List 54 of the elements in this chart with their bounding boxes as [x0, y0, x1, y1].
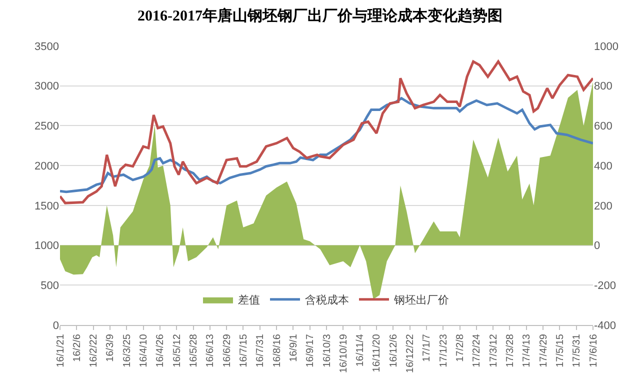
y2-tick-label: 400 [594, 160, 612, 172]
x-tick-label: 17/4/29 [538, 334, 550, 368]
x-tick-label: 16/12/22 [405, 334, 416, 373]
chart-title: 2016-2017年唐山钢坯钢厂出厂价与理论成本变化趋势图 [138, 6, 502, 24]
y2-tick-label: 1000 [594, 40, 618, 53]
x-tick-label: 17/3/12 [488, 334, 500, 368]
y-tick-label: 500 [40, 280, 59, 292]
x-tick-label: 16/9/1 [288, 334, 300, 362]
x-tick-label: 17/2/8 [455, 334, 466, 362]
x-tick-label: 17/5/31 [572, 334, 583, 368]
x-tick-label: 16/4/26 [155, 334, 166, 368]
x-tick-label: 16/6/29 [222, 334, 233, 368]
legend-label: 差值 [238, 294, 260, 307]
x-tick-label: 16/5/12 [172, 334, 183, 368]
x-tick-label: 17/5/15 [554, 334, 566, 368]
y2-tick-label: 0 [594, 240, 600, 252]
x-tick-label: 17/4/13 [522, 334, 533, 368]
legend-label: 含税成本 [305, 294, 349, 307]
x-tick-label: 16/3/9 [105, 334, 116, 362]
y2-tick-label: -200 [594, 280, 616, 292]
x-tick-label: 16/5/28 [188, 334, 200, 368]
legend-label: 钢坯出厂价 [393, 294, 449, 307]
y2-tick-label: 600 [594, 120, 612, 133]
x-tick-label: 17/1/23 [438, 334, 450, 368]
y2-tick-label: 800 [594, 80, 612, 93]
y-tick-label: 0 [52, 320, 59, 332]
y-tick-label: 1500 [34, 200, 59, 212]
x-tick-label: 16/2/6 [72, 334, 83, 362]
x-tick-label: 16/8/16 [272, 334, 283, 368]
line-series [60, 60, 593, 204]
y2-tick-label: 200 [594, 200, 612, 212]
x-tick-label: 16/7/15 [238, 334, 250, 368]
x-tick-label: 16/2/22 [88, 334, 100, 368]
x-tick-label: 17/6/16 [588, 334, 600, 368]
x-tick-label: 16/11/4 [355, 334, 366, 367]
x-tick-label: 16/9/17 [305, 334, 316, 368]
y-tick-label: 2000 [34, 160, 59, 172]
x-tick-label: 16/11/20 [372, 334, 383, 372]
x-tick-label: 16/1/21 [55, 334, 66, 368]
x-tick-label: 17/3/28 [504, 334, 516, 368]
x-tick-label: 16/10/3 [322, 334, 333, 368]
x-tick-label: 16/6/13 [205, 334, 216, 368]
y2-tick-label: -400 [594, 320, 616, 332]
x-tick-label: 16/12/6 [388, 334, 400, 368]
x-tick-label: 16/7/31 [255, 334, 266, 368]
y-tick-label: 2500 [34, 120, 59, 133]
y-tick-label: 3000 [34, 80, 59, 93]
x-tick-label: 16/3/25 [122, 334, 133, 368]
x-tick-label: 17/1/7 [422, 334, 433, 362]
x-tick-label: 16/10/19 [338, 334, 350, 373]
x-tick-label: 17/2/24 [472, 334, 483, 368]
x-tick-label: 16/4/10 [138, 334, 150, 368]
y-tick-label: 3500 [34, 40, 59, 53]
y-tick-label: 1000 [34, 240, 59, 252]
